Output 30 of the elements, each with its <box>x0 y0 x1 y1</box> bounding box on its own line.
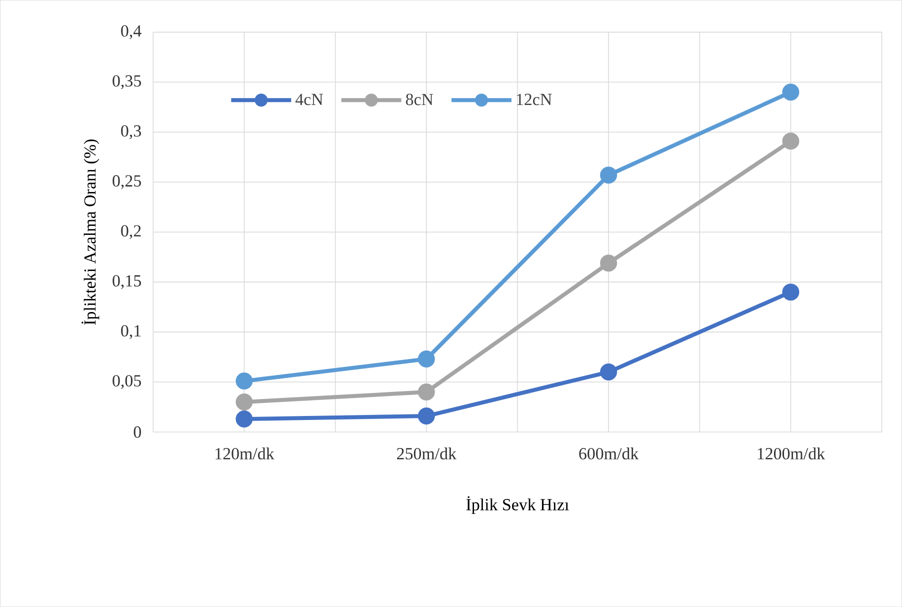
point <box>782 132 800 150</box>
legend-label: 4cN <box>295 94 323 106</box>
y-tick-label: 0,4 <box>121 25 142 40</box>
point <box>418 383 435 400</box>
legend-label: 8cN <box>406 94 434 106</box>
y-tick-label: 0,05 <box>112 375 141 389</box>
y-tick-label: 0,2 <box>121 225 141 239</box>
y-tick-label: 0,35 <box>112 75 141 90</box>
point <box>600 166 618 184</box>
x-tick-label: 250m/dk <box>397 447 456 460</box>
y-tick-label: 0,3 <box>121 125 141 140</box>
point <box>782 84 800 101</box>
point <box>236 372 253 390</box>
point <box>600 254 618 272</box>
x-axis-title: İplik Sevk Hızı <box>466 496 569 514</box>
y-tick-label: 0,15 <box>112 275 141 289</box>
point <box>782 284 800 300</box>
y-tick-label: 0,1 <box>121 325 141 339</box>
point <box>418 407 435 424</box>
point <box>418 350 435 368</box>
x-tick-label: 120m/dk <box>216 447 274 460</box>
legend-label: 12cN <box>516 94 552 106</box>
y-axis-title: İplikteki Azalma Oranı (%) <box>82 139 100 325</box>
y-tick-label: 0 <box>134 426 141 438</box>
x-tick-label: 1200m/dk <box>758 447 826 460</box>
x-tick-label: 600m/dk <box>579 447 639 460</box>
point <box>236 410 253 428</box>
y-tick-label: 0,25 <box>112 175 141 189</box>
point <box>600 363 618 380</box>
point <box>236 393 253 410</box>
